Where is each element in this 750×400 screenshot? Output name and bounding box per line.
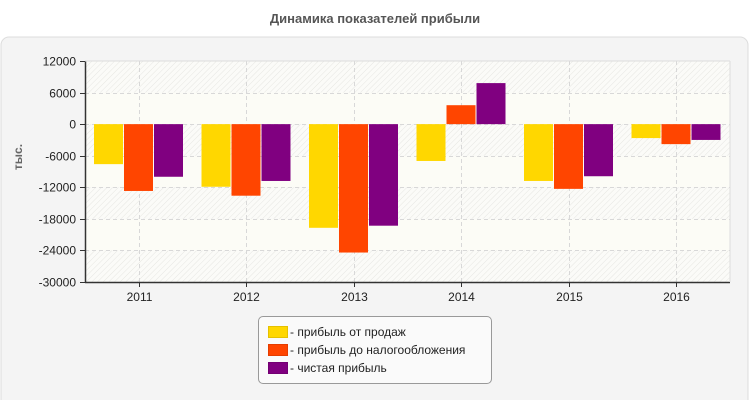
x-tick-label: 2015	[556, 290, 583, 304]
bar-2011-series-2	[124, 124, 153, 191]
plot-band	[85, 61, 730, 93]
y-tick-label: -18000	[39, 213, 77, 227]
legend-swatch	[268, 344, 288, 356]
legend-swatch	[268, 326, 288, 338]
bar-2013-series-1	[309, 124, 338, 228]
plot-band	[85, 187, 730, 219]
y-tick-label: 6000	[49, 87, 76, 101]
bar-2012-series-1	[201, 124, 231, 187]
bar-2012-series-3	[261, 124, 291, 181]
legend: - прибыль от продаж - прибыль до налогоо…	[258, 316, 492, 384]
y-tick-label: -6000	[45, 150, 76, 164]
x-tick-label: 2013	[341, 290, 368, 304]
bar-2014-series-1	[416, 124, 446, 161]
legend-item: - чистая прибыль	[268, 360, 387, 376]
y-tick-label: 0	[69, 118, 76, 132]
y-tick-label: -30000	[39, 276, 77, 290]
x-tick-label: 2011	[127, 290, 153, 304]
x-tick-label: 2016	[663, 290, 690, 304]
x-tick-label: 2012	[233, 290, 260, 304]
plot-band	[85, 250, 730, 282]
y-tick-label: -24000	[39, 244, 77, 258]
chart-title: Динамика показателей прибыли	[269, 11, 481, 26]
bar-2015-series-1	[524, 124, 553, 181]
legend-swatch	[268, 362, 288, 374]
plot-band	[85, 218, 730, 251]
bar-2014-series-3	[476, 83, 506, 125]
legend-item: - прибыль до налогообложения	[268, 342, 465, 358]
bar-2011-series-1	[94, 124, 123, 165]
bar-2013-series-2	[339, 124, 368, 253]
bar-2011-series-3	[154, 124, 183, 177]
legend-label: - прибыль от продаж	[290, 325, 406, 339]
bar-2015-series-2	[554, 124, 583, 189]
bar-2013-series-3	[369, 124, 398, 226]
bar-2012-series-2	[231, 124, 261, 196]
legend-item: - прибыль от продаж	[268, 324, 406, 340]
y-axis-label: тыс.	[11, 144, 25, 170]
legend-label: - прибыль до налогообложения	[290, 343, 466, 357]
bar-2016-series-1	[631, 124, 661, 139]
plot-band	[85, 155, 730, 188]
x-tick-label: 2014	[448, 290, 475, 304]
bar-2016-series-2	[661, 124, 691, 145]
y-tick-label: -12000	[39, 181, 77, 195]
bar-2015-series-3	[584, 124, 613, 177]
y-tick-label: 12000	[43, 55, 77, 69]
bar-2016-series-3	[691, 124, 721, 140]
plot-band	[85, 124, 730, 156]
bar-2014-series-2	[446, 105, 476, 125]
legend-label: - чистая прибыль	[290, 361, 387, 375]
plot-band	[85, 92, 730, 125]
